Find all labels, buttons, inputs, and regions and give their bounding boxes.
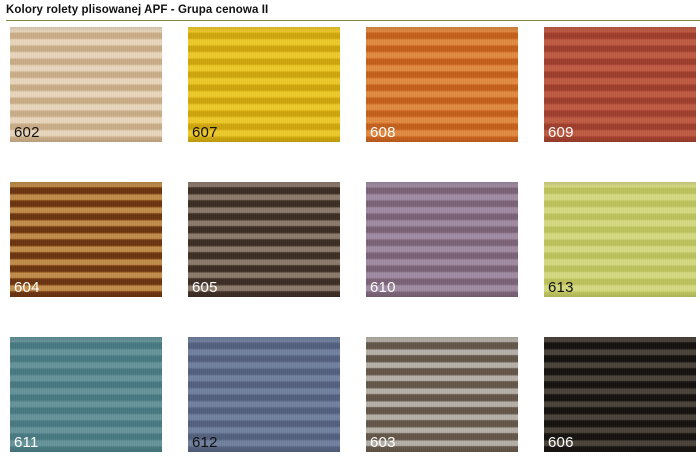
swatch-edge-shading [544, 182, 696, 297]
swatch-edge-shading [188, 27, 340, 142]
swatch-pleat-bands [10, 27, 162, 142]
swatch-code-label: 611 [14, 434, 39, 451]
swatch-pleat-bands [366, 27, 518, 142]
swatch-code-label: 602 [14, 124, 40, 141]
swatch-weave-texture [544, 337, 696, 452]
page-title: Kolory rolety plisowanej APF - Grupa cen… [6, 4, 269, 16]
swatch-code-label: 610 [370, 279, 396, 296]
swatch-edge-shading [10, 337, 162, 452]
color-swatch[interactable]: 609 [544, 27, 696, 142]
color-swatch[interactable]: 605 [188, 182, 340, 297]
swatch-code-label: 613 [548, 279, 574, 296]
swatch-pleat-bands [188, 27, 340, 142]
swatch-weave-texture [188, 182, 340, 297]
swatch-grid: 602 607 608 609 604 605 610 613 611 612 603 606 [0, 27, 700, 452]
swatch-pleat-bands [366, 182, 518, 297]
color-swatch[interactable]: 602 [10, 27, 162, 142]
swatch-edge-shading [10, 27, 162, 142]
swatch-weave-texture [366, 337, 518, 452]
swatch-edge-shading [544, 27, 696, 142]
swatch-weave-texture [544, 182, 696, 297]
swatch-weave-texture [188, 27, 340, 142]
color-swatch[interactable]: 612 [188, 337, 340, 452]
swatch-pleat-bands [366, 337, 518, 452]
swatch-weave-texture [366, 27, 518, 142]
swatch-edge-shading [366, 337, 518, 452]
swatch-edge-shading [10, 182, 162, 297]
swatch-code-label: 607 [192, 124, 218, 141]
swatch-weave-texture [544, 27, 696, 142]
swatch-pleat-bands [10, 337, 162, 452]
swatch-pleat-bands [188, 182, 340, 297]
swatch-code-label: 606 [548, 434, 574, 451]
swatch-pleat-bands [544, 337, 696, 452]
swatch-pleat-bands [188, 337, 340, 452]
header-divider [6, 20, 700, 21]
swatch-weave-texture [10, 337, 162, 452]
swatch-code-label: 609 [548, 124, 574, 141]
swatch-pleat-bands [544, 182, 696, 297]
swatch-edge-shading [544, 337, 696, 452]
color-swatch[interactable]: 604 [10, 182, 162, 297]
color-swatch[interactable]: 613 [544, 182, 696, 297]
swatch-edge-shading [366, 27, 518, 142]
swatch-edge-shading [366, 182, 518, 297]
swatch-code-label: 603 [370, 434, 396, 451]
swatch-weave-texture [10, 182, 162, 297]
swatch-edge-shading [188, 337, 340, 452]
swatch-code-label: 608 [370, 124, 396, 141]
color-swatch[interactable]: 610 [366, 182, 518, 297]
swatch-code-label: 604 [14, 279, 40, 296]
color-swatch[interactable]: 611 [10, 337, 162, 452]
color-swatch[interactable]: 606 [544, 337, 696, 452]
page-header: Kolory rolety plisowanej APF - Grupa cen… [0, 0, 700, 21]
color-swatch[interactable]: 603 [366, 337, 518, 452]
swatch-code-label: 612 [192, 434, 218, 451]
swatch-weave-texture [188, 337, 340, 452]
swatch-pleat-bands [10, 182, 162, 297]
swatch-code-label: 605 [192, 279, 218, 296]
swatch-pleat-bands [544, 27, 696, 142]
swatch-weave-texture [10, 27, 162, 142]
color-swatch[interactable]: 607 [188, 27, 340, 142]
color-swatch[interactable]: 608 [366, 27, 518, 142]
swatch-weave-texture [366, 182, 518, 297]
swatch-edge-shading [188, 182, 340, 297]
